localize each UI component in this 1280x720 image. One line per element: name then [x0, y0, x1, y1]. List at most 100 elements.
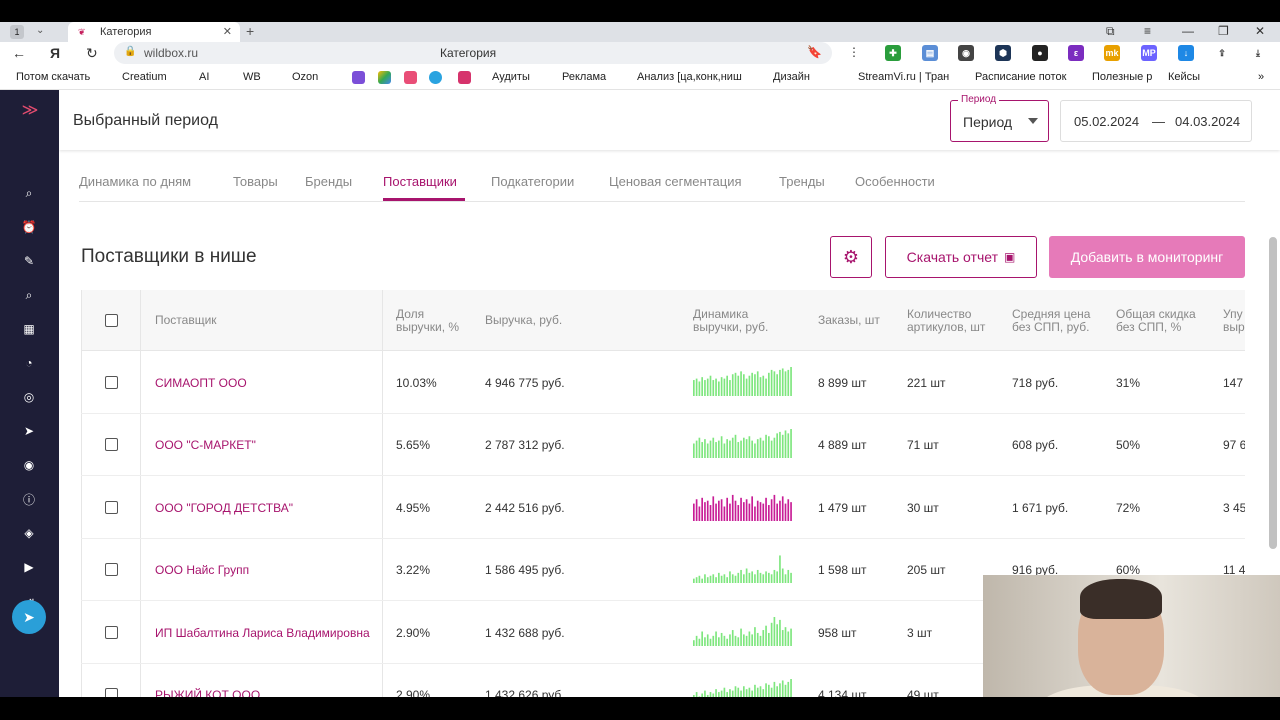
row-checkbox[interactable] — [105, 563, 118, 577]
tab-list-chevron-icon[interactable]: ⌄ — [36, 25, 45, 36]
extensions-puzzle-icon[interactable]: ✚ — [885, 45, 901, 61]
supplier-link[interactable]: ООО Найс Групп — [155, 563, 250, 578]
google-drive-icon[interactable] — [378, 71, 391, 84]
bookmark-icon[interactable]: 🔖 — [807, 45, 822, 59]
restore-icon[interactable]: ❐ — [1218, 24, 1229, 38]
col-articles[interactable]: Количество артикулов, шт — [907, 308, 985, 334]
revenue-sparkline[interactable] — [693, 491, 793, 521]
bookmark-link[interactable]: StreamVi.ru | Тран — [858, 71, 950, 83]
download-report-button[interactable]: Скачать отчет ▣ — [885, 236, 1037, 278]
back-icon[interactable]: ← — [12, 45, 26, 61]
mp-ext-icon[interactable]: MP — [1141, 45, 1157, 61]
bookmark-folder[interactable]: Ozon — [292, 71, 319, 83]
col-orders[interactable]: Заказы, шт — [818, 313, 880, 327]
more-bookmarks-icon[interactable]: » — [1258, 71, 1265, 83]
more-icon[interactable]: ⋮ — [848, 45, 860, 59]
col-revenue[interactable]: Выручка, руб. — [485, 313, 563, 327]
table-row[interactable]: ООО Найс Групп 3.22% 1 586 495 руб. 1 598 ш… — [81, 539, 1245, 602]
table-row[interactable]: РЫЖИЙ КОТ ООО 2.90% 1 432 626 руб. 4 134 шт… — [81, 664, 1245, 697]
edit-icon[interactable]: ✎ — [23, 254, 35, 268]
bookmark-folder[interactable]: AI — [199, 71, 210, 83]
bookmark-folder[interactable]: Реклама — [562, 71, 607, 83]
bookmark-app-icon[interactable] — [458, 71, 471, 84]
magnify-icon[interactable]: ⌕ — [25, 287, 33, 302]
search-products-icon[interactable]: ⌕ — [25, 185, 33, 200]
table-row[interactable]: СИМАОПТ ООО 10.03% 4 946 775 руб. 8 899 шт 2… — [81, 352, 1245, 414]
tab-brands[interactable]: Бренды — [305, 174, 353, 189]
col-share[interactable]: Доля выручки, % — [396, 308, 459, 334]
revenue-sparkline[interactable] — [693, 366, 793, 396]
chrome-ext-icon[interactable]: ◎ — [23, 390, 35, 404]
revenue-sparkline[interactable] — [693, 678, 793, 697]
tab-products[interactable]: Товары — [233, 174, 278, 189]
telegram-bookmark-icon[interactable] — [429, 71, 442, 84]
alarm-icon[interactable]: ⏰ — [21, 220, 37, 234]
tab-suppliers[interactable]: Поставщики — [383, 174, 457, 189]
row-checkbox[interactable] — [105, 688, 118, 697]
supplier-link[interactable]: СИМАОПТ ООО — [155, 376, 247, 390]
new-tab-icon[interactable]: + — [246, 23, 255, 39]
share-ext-icon[interactable]: ⇪ — [1214, 45, 1230, 61]
row-checkbox[interactable] — [105, 438, 118, 452]
supplier-link[interactable]: ООО "С-МАРКЕТ" — [155, 438, 256, 453]
telegram-icon[interactable]: ➤ — [12, 600, 46, 634]
red-circle-ext-icon[interactable]: ● — [1032, 45, 1048, 61]
youtube-icon[interactable]: ▶ — [24, 560, 34, 574]
close-window-icon[interactable]: ✕ — [1255, 24, 1266, 38]
page-scrollbar[interactable] — [1269, 237, 1277, 549]
bookmark-folder[interactable]: Анализ [ца,конк,ниш — [637, 71, 742, 83]
purple-ext-icon[interactable]: ε — [1068, 45, 1084, 61]
supplier-link[interactable]: ООО "ГОРОД ДЕТСТВА" — [155, 500, 293, 515]
table-row[interactable]: ООО "С-МАРКЕТ" 5.65% 2 787 312 руб. 4 889 ш… — [81, 414, 1245, 477]
bookmark-folder[interactable]: Creatium — [122, 71, 167, 83]
revenue-sparkline[interactable] — [693, 428, 793, 459]
revenue-sparkline[interactable] — [693, 553, 793, 584]
date-to[interactable]: 04.03.2024 — [1175, 114, 1241, 129]
tab-trends[interactable]: Тренды — [779, 174, 825, 189]
date-range-picker[interactable]: 05.02.2024 — 04.03.2024 — [1060, 100, 1252, 142]
reload-icon[interactable]: ↻ — [86, 45, 98, 61]
minimize-icon[interactable]: — — [1182, 24, 1194, 38]
bookmark-link[interactable]: Расписание поток — [975, 71, 1067, 83]
supplier-link[interactable]: РЫЖИЙ КОТ ООО — [155, 688, 261, 697]
downloads-icon[interactable]: ⤓ — [1250, 45, 1266, 61]
menu-icon[interactable]: ≡ — [1144, 24, 1152, 38]
col-price[interactable]: Средняя цена без СПП, руб. — [1012, 308, 1090, 334]
mk-ext-icon[interactable]: mk — [1104, 45, 1120, 61]
yandex-icon[interactable]: Я — [50, 45, 61, 61]
tab-subcategories[interactable]: Подкатегории — [491, 174, 575, 189]
tab-price-segmentation[interactable]: Ценовая сегментация — [609, 174, 742, 189]
grid-icon[interactable]: ▦ — [23, 322, 35, 336]
bookmark-folder[interactable]: Аудиты — [492, 71, 530, 83]
shield-ext-icon[interactable]: ◉ — [958, 45, 974, 61]
send-icon[interactable]: ➤ — [23, 424, 35, 438]
bookmark-link[interactable]: Полезные р — [1092, 71, 1153, 83]
browser-tab[interactable]: ❦ Категория ✕ — [68, 22, 240, 42]
bookmark-folder[interactable]: Кейсы — [1168, 71, 1201, 83]
date-from[interactable]: 05.02.2024 — [1074, 114, 1140, 129]
row-checkbox[interactable] — [105, 376, 118, 389]
col-supplier[interactable]: Поставщик — [155, 313, 217, 327]
docs-ext-icon[interactable]: ▤ — [922, 45, 938, 61]
table-row[interactable]: ИП Шабалтина Лариса Владимировна 2.90% 1 4… — [81, 602, 1245, 664]
wildbox-logo-icon[interactable]: ≫ — [21, 102, 39, 119]
col-discount[interactable]: Общая скидка без СПП, % — [1116, 308, 1196, 334]
settings-button[interactable]: ⚙ — [830, 236, 872, 278]
bookmark-folder[interactable]: WB — [243, 71, 261, 83]
tab-daily-dynamics[interactable]: Динамика по дням — [79, 174, 192, 189]
supplier-link[interactable]: ИП Шабалтина Лариса Владимировна — [155, 625, 370, 640]
tab-close-icon[interactable]: ✕ — [222, 26, 232, 38]
revenue-sparkline[interactable] — [693, 616, 793, 646]
col-dynamics[interactable]: Динамика выручки, руб. — [693, 308, 768, 334]
url-field[interactable]: 🔒 wildbox.ru Категория 🔖 — [114, 42, 832, 64]
bookmark-app-icon[interactable] — [404, 71, 417, 84]
user-icon[interactable]: ◉ — [23, 458, 35, 472]
period-select[interactable]: Период Период — [950, 94, 1049, 142]
bookmarks-panel-icon[interactable]: ⧉ — [1106, 24, 1115, 38]
bookmark-app-icon[interactable] — [352, 71, 365, 84]
tab-counter[interactable]: 1 — [10, 25, 24, 39]
row-checkbox[interactable] — [105, 500, 118, 514]
hex-ext-icon[interactable]: ⬢ — [995, 45, 1011, 61]
gauge-icon[interactable]: ◔ — [25, 356, 33, 370]
col-lost-revenue[interactable]: Упу выр — [1223, 308, 1245, 334]
